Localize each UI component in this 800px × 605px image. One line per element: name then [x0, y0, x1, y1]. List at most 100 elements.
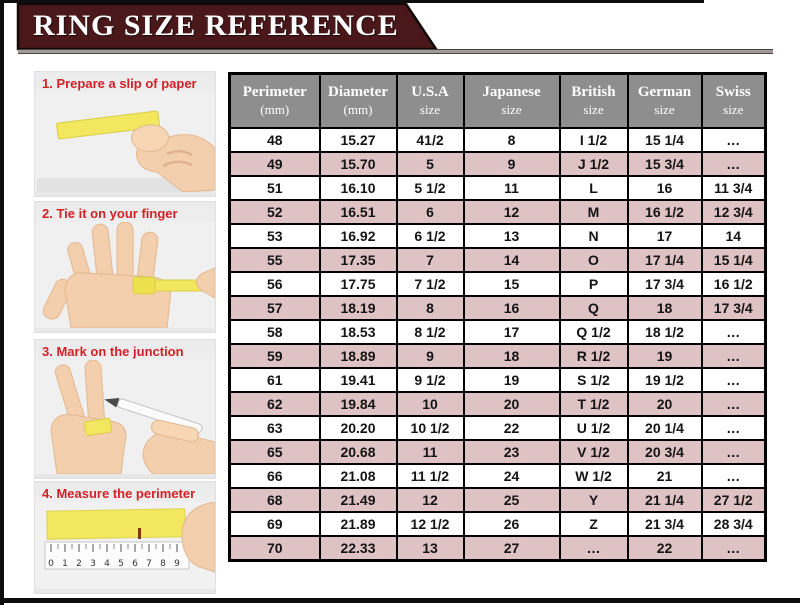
table-cell: 15 — [462, 271, 561, 297]
ruler-number: 7 — [146, 559, 152, 569]
table-cell: 22 — [626, 535, 703, 562]
table-cell: … — [700, 367, 767, 393]
table-cell: 20 1/4 — [626, 415, 703, 441]
table-cell: 21.08 — [318, 463, 398, 489]
table-cell: 70 — [228, 535, 321, 562]
table-cell: 18 — [626, 295, 703, 321]
table-cell: 9 — [462, 151, 561, 177]
table-cell: S 1/2 — [558, 367, 629, 393]
table-row: 65 20.68 11 23 V 1/2 20 3/4… — [228, 439, 767, 465]
table-cell: 17 — [626, 223, 703, 249]
table-cell: J 1/2 — [558, 151, 629, 177]
table-cell: 20.20 — [318, 415, 398, 441]
table-cell: 15 1/4 — [626, 127, 703, 153]
table-cell: 58 — [228, 319, 321, 345]
table-cell: 21 3/4 — [626, 511, 703, 537]
table-row: 70 22.33 13 27… 22… — [228, 535, 767, 562]
table-cell: 48 — [228, 127, 321, 153]
table-row: 66 21.08 11 1/2 24 W 1/2 21… — [228, 463, 767, 489]
table-cell: 5 1/2 — [395, 175, 465, 201]
step-4-photo-ruler-icon: 0 1 2 3 4 5 6 7 8 9 — [35, 502, 215, 589]
table-cell: 22 — [462, 415, 561, 441]
table-cell: 28 3/4 — [700, 511, 767, 537]
table-cell: 13 — [462, 223, 561, 249]
ruler-number: 2 — [76, 559, 82, 569]
table-row: 59 18.89 9 18 R 1/2 19… — [228, 343, 767, 369]
table-cell: 7 — [395, 247, 465, 273]
step-card-3: 3. Mark on the junction — [35, 340, 215, 478]
table-row: 52 16.51 6 12 M 16 1/2 12 3/4 — [228, 199, 767, 225]
ring-size-table: Perimeter (mm) Diameter (mm) U.S.A size Japane… — [228, 72, 767, 562]
image-border-bottom — [0, 598, 800, 603]
table-cell: 20 — [626, 391, 703, 417]
table-cell: 68 — [228, 487, 321, 513]
table-cell: … — [700, 127, 767, 153]
table-cell: 61 — [228, 367, 321, 393]
table-cell: 17 1/4 — [626, 247, 703, 273]
table-cell: 18 — [462, 343, 561, 369]
table-cell: … — [700, 463, 767, 489]
table-cell: 25 — [462, 487, 561, 513]
ruler-number: 0 — [48, 559, 54, 569]
ruler-number: 1 — [62, 559, 68, 569]
table-cell: 66 — [228, 463, 321, 489]
table-cell: 23 — [462, 439, 561, 465]
table-cell: T 1/2 — [558, 391, 629, 417]
table-cell: … — [700, 391, 767, 417]
table-cell: 13 — [395, 535, 465, 562]
step-2-photo-open-hand-icon — [35, 222, 215, 328]
ruler-number: 6 — [132, 559, 138, 569]
table-cell: 11 — [462, 175, 561, 201]
table-cell: Q — [558, 295, 629, 321]
table-cell: 21.89 — [318, 511, 398, 537]
table-cell: 8 1/2 — [395, 319, 465, 345]
table-cell: 10 1/2 — [395, 415, 465, 441]
table-row: 57 18.19 8 16 Q 18 17 3/4 — [228, 295, 767, 321]
table-body: 48 15.27 41/2 8 I 1/2 15 1/4… 49 15.70 5 9 J 1/2 15… — [228, 127, 767, 562]
table-cell: 10 — [395, 391, 465, 417]
table-cell: 62 — [228, 391, 321, 417]
table-cell: 19.41 — [318, 367, 398, 393]
table-cell: 17 3/4 — [700, 295, 767, 321]
table-row: 49 15.70 5 9 J 1/2 15 3/4… — [228, 151, 767, 177]
column-header: British size — [558, 72, 629, 129]
table-cell: 18 1/2 — [626, 319, 703, 345]
table-cell: 63 — [228, 415, 321, 441]
ruler-number: 5 — [118, 559, 124, 569]
table-cell: 16.51 — [318, 199, 398, 225]
table-cell: 21 1/4 — [626, 487, 703, 513]
step-3-label: 3. Mark on the junction — [42, 344, 184, 359]
table-row: 58 18.53 8 1/2 17 Q 1/2 18 1/2… — [228, 319, 767, 345]
table-cell: R 1/2 — [558, 343, 629, 369]
table-cell: 21.49 — [318, 487, 398, 513]
table-row: 55 17.35 7 14 O 17 1/4 15 1/4 — [228, 247, 767, 273]
table-cell: 59 — [228, 343, 321, 369]
table-cell: 5 — [395, 151, 465, 177]
step-1-photo-hand-holding-paper-icon — [35, 92, 215, 192]
table-cell: … — [700, 319, 767, 345]
table-cell: 49 — [228, 151, 321, 177]
table-header-row: Perimeter (mm) Diameter (mm) U.S.A size Japane… — [228, 72, 767, 129]
table-cell: W 1/2 — [558, 463, 629, 489]
table-cell: 16 — [462, 295, 561, 321]
table-cell: 6 — [395, 199, 465, 225]
table-cell: O — [558, 247, 629, 273]
table-row: 61 19.41 9 1/2 19 S 1/2 19 1/2… — [228, 367, 767, 393]
table-cell: 12 1/2 — [395, 511, 465, 537]
table-cell: 16 1/2 — [626, 199, 703, 225]
table-cell: 6 1/2 — [395, 223, 465, 249]
table-cell: 53 — [228, 223, 321, 249]
table-cell: I 1/2 — [558, 127, 629, 153]
table-cell: 20 — [462, 391, 561, 417]
table-cell: … — [700, 343, 767, 369]
table-cell: 14 — [700, 223, 767, 249]
table-cell: 52 — [228, 199, 321, 225]
table-cell: M — [558, 199, 629, 225]
table-cell: Y — [558, 487, 629, 513]
step-card-4: 4. Measure the perimeter 0 1 2 3 4 5 6 7… — [35, 482, 215, 593]
table-cell: L — [558, 175, 629, 201]
table-cell: 14 — [462, 247, 561, 273]
table-cell: 27 1/2 — [700, 487, 767, 513]
step-4-label: 4. Measure the perimeter — [42, 486, 196, 501]
table-row: 53 16.92 6 1/2 13 N 17 14 — [228, 223, 767, 249]
